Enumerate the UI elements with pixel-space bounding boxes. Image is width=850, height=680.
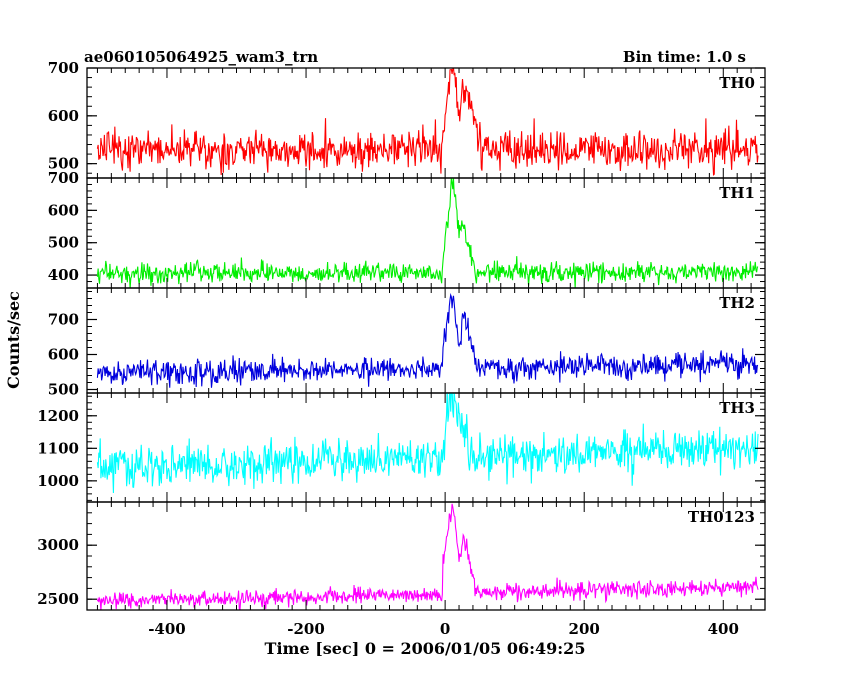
y-tick-label: 600 (48, 346, 79, 364)
y-tick-label: 500 (48, 155, 79, 173)
series-label: TH3 (719, 399, 755, 417)
x-tick-label: -200 (287, 620, 325, 638)
y-tick-label: 700 (48, 311, 79, 329)
series-label: TH2 (719, 294, 755, 312)
y-tick-label: 600 (48, 201, 79, 219)
x-tick-label: 200 (569, 620, 600, 638)
series-label: TH1 (719, 184, 755, 202)
x-tick-label: -400 (148, 620, 186, 638)
panel-th0: 500 600 700 TH0 (48, 59, 766, 179)
series-line-th1 (96, 178, 759, 288)
y-tick-label: 1200 (37, 407, 79, 425)
panel-th0123: 2500 3000 TH0123 (37, 501, 766, 611)
panel-frame (86, 67, 766, 179)
series-line-th2 (96, 292, 759, 388)
y-tick-label: 3000 (37, 536, 79, 554)
y-tick-label: 1100 (37, 439, 79, 457)
series-line-th0 (96, 68, 759, 176)
x-tick-label: 0 (440, 620, 450, 638)
series-label: TH0123 (688, 508, 755, 526)
panel-th2: 500 600 700 TH2 (48, 287, 766, 399)
panel-th3: 1000 1100 1200 TH3 (37, 392, 766, 503)
x-axis-label: Time [sec] 0 = 2006/01/05 06:49:25 (265, 639, 586, 658)
chart-title: ae060105064925_wam3_trn (84, 48, 318, 66)
y-tick-label: 400 (48, 266, 79, 284)
x-tick-label: 400 (708, 620, 739, 638)
series-label: TH0 (719, 74, 755, 92)
panel-th1: 400 500 600 700 TH1 (48, 169, 766, 289)
y-tick-label: 2500 (37, 590, 79, 608)
y-tick-label: 700 (48, 59, 79, 77)
y-tick-label: 500 (48, 381, 79, 399)
y-tick-label: 700 (48, 169, 79, 187)
series-line-th3 (96, 393, 759, 493)
y-tick-label: 1000 (37, 472, 79, 490)
bin-time-label: Bin time: 1.0 s (623, 48, 746, 66)
series-line-th0123 (96, 503, 759, 610)
y-axis-label: Counts/sec (4, 291, 23, 389)
y-tick-label: 600 (48, 107, 79, 125)
y-tick-label: 500 (48, 234, 79, 252)
